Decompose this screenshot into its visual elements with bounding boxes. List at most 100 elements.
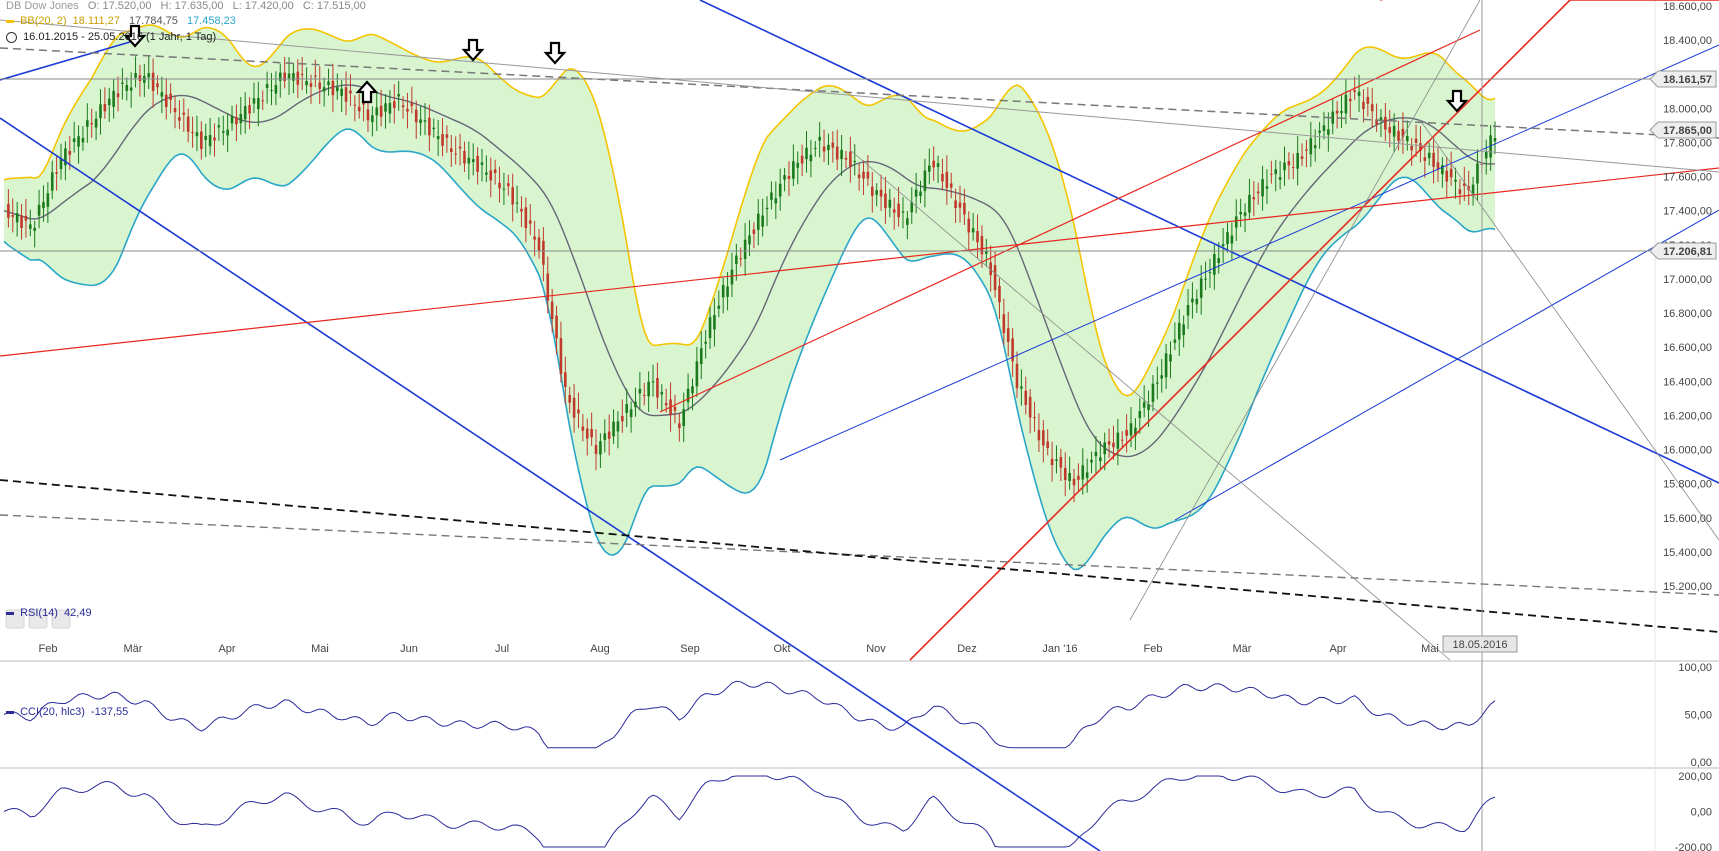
candle-body — [33, 227, 36, 231]
candle-body — [783, 175, 786, 180]
rsi-tick-label: 50,00 — [1684, 710, 1712, 722]
candle-body — [862, 171, 865, 179]
x-tick-label: Sep — [680, 643, 700, 655]
candle-body — [458, 146, 462, 149]
candle-body — [756, 213, 760, 230]
candle-body — [1493, 137, 1497, 142]
cci-value: -137,55 — [90, 706, 129, 718]
candle-body — [1037, 429, 1041, 441]
candle-body — [7, 203, 10, 218]
candle-body — [892, 209, 896, 213]
candle-body — [375, 107, 379, 116]
candle-body — [1414, 138, 1418, 143]
candle-body — [314, 75, 317, 77]
arrow-down-icon — [123, 24, 147, 48]
candle-body — [20, 215, 23, 228]
candle-body — [971, 228, 975, 233]
candle-body — [1454, 179, 1457, 182]
candle-body — [1112, 442, 1115, 448]
candle-body — [1432, 152, 1435, 167]
candle-body — [932, 160, 935, 168]
candle-body — [1160, 375, 1164, 379]
candle-body — [1344, 94, 1348, 114]
candle-body — [1081, 465, 1085, 480]
candle-body — [1449, 168, 1453, 178]
candle-body — [213, 137, 216, 141]
candle-body — [752, 229, 756, 234]
candle-body — [1287, 161, 1291, 166]
candle-body — [1335, 110, 1339, 114]
candle-body — [1366, 96, 1370, 104]
candle-body — [300, 73, 304, 75]
candle-body — [327, 81, 330, 86]
candle-body — [520, 208, 523, 212]
candle-body — [423, 120, 427, 122]
y-tick-label: 15.600,00 — [1663, 513, 1712, 525]
trend-line — [0, 47, 1719, 139]
candle-body — [998, 285, 1001, 303]
candle-body — [1015, 363, 1019, 389]
candle-body — [730, 269, 734, 285]
x-tick-label: Mai — [311, 643, 329, 655]
candle-body — [68, 150, 72, 155]
candle-body — [248, 105, 251, 114]
candle-body — [125, 85, 129, 91]
bollinger-legend: BB(20, 2) 18.111,27 17.784,75 17.458,23 — [6, 15, 242, 27]
candle-body — [621, 415, 624, 422]
candle-body — [770, 192, 773, 200]
candle-body — [454, 153, 457, 155]
candle-body — [1353, 90, 1356, 92]
price-tag-line1-bg — [1649, 70, 1717, 88]
candle-body — [239, 113, 243, 124]
candle-body — [577, 409, 580, 414]
candle-body — [463, 150, 466, 164]
candle-body — [634, 401, 637, 408]
candle-body — [1134, 427, 1137, 436]
candle-body — [1072, 478, 1076, 486]
candle-body — [1107, 441, 1111, 445]
candle-body — [1230, 235, 1234, 244]
candle-body — [467, 157, 471, 164]
candle-body — [515, 202, 519, 204]
candle-body — [849, 151, 852, 167]
candle-body — [77, 136, 80, 147]
candle-body — [235, 116, 238, 125]
candle-body — [656, 378, 659, 398]
candle-body — [1484, 151, 1488, 159]
y-tick-label: 15.400,00 — [1663, 547, 1712, 559]
candle-body — [90, 123, 94, 125]
candle-body — [537, 237, 541, 252]
arrow-down-icon — [1445, 89, 1469, 113]
candle-body — [15, 213, 19, 223]
candle-body — [309, 83, 313, 87]
candle-body — [121, 82, 124, 84]
candle-body — [888, 199, 892, 208]
candle-body — [1156, 382, 1159, 384]
candle-body — [673, 406, 677, 411]
arrow-down-icon — [461, 38, 485, 62]
candle-body — [292, 73, 295, 81]
candle-body — [221, 131, 225, 133]
candle-body — [129, 87, 133, 91]
candle-body — [980, 235, 984, 255]
trend-line — [659, 29, 1481, 413]
candle-body — [335, 87, 339, 92]
candle-body — [1050, 458, 1054, 466]
candle-body — [1357, 91, 1361, 96]
candle-body — [1020, 386, 1023, 389]
candle-body — [46, 193, 50, 207]
candle-body — [204, 135, 208, 140]
candle-body — [967, 218, 971, 233]
candle-body — [594, 444, 598, 454]
y-tick-label: 17.000,00 — [1663, 274, 1712, 286]
x-tick-label: Jun — [400, 643, 418, 655]
candle-body — [265, 84, 269, 88]
candle-body — [787, 175, 791, 179]
candle-body — [792, 161, 795, 179]
candle-body — [1441, 165, 1444, 175]
candle-body — [985, 250, 988, 254]
candle-body — [173, 107, 177, 113]
candle-body — [1177, 322, 1181, 340]
candle-body — [64, 148, 67, 166]
